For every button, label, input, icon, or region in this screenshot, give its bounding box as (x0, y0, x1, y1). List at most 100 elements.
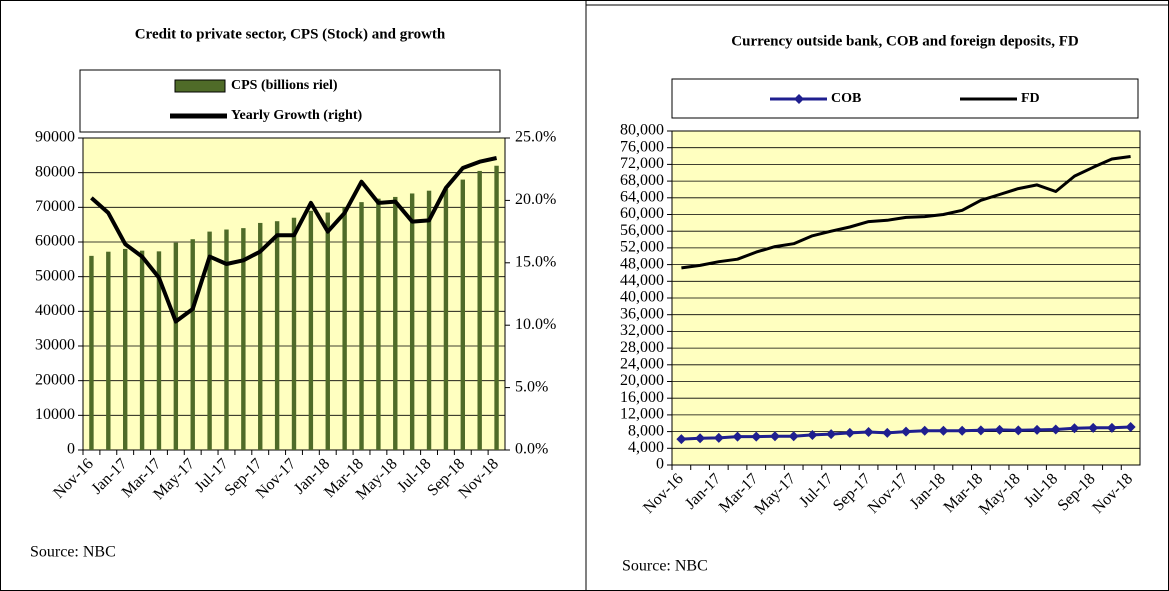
y-tick-label: 52,000 (620, 239, 664, 256)
y-tick-label: 70000 (35, 198, 75, 215)
x-tick-label: Nov-17 (865, 470, 912, 517)
bar (359, 202, 364, 450)
chart-title: Currency outside bank, COB and foreign d… (731, 33, 1079, 49)
legend-label: Yearly Growth (right) (231, 108, 362, 123)
y-tick-label: 40000 (35, 302, 75, 319)
bar (409, 193, 415, 450)
legend-swatch (174, 79, 226, 93)
y-tick-label: 20000 (35, 371, 75, 388)
bar (426, 190, 432, 450)
bar (477, 170, 482, 450)
bar (123, 248, 128, 450)
bar (139, 250, 145, 450)
bar (207, 231, 212, 450)
x-tick-label: May-18 (976, 470, 1024, 518)
bar (89, 255, 94, 450)
marker (882, 427, 893, 438)
y2-tick-label: 15.0% (515, 253, 556, 270)
marker (807, 429, 818, 440)
marker (901, 426, 911, 437)
y-tick-label: 44,000 (620, 272, 664, 289)
x-tick-label: May-17 (751, 470, 799, 518)
legend-label: CPS (billions riel) (231, 78, 338, 93)
bar (308, 210, 314, 450)
source-note: Source: NBC (622, 558, 708, 575)
x-tick-label: Jul-18 (1021, 470, 1061, 510)
y-tick-label: 28,000 (620, 339, 664, 356)
y-tick-label: 60000 (35, 233, 75, 250)
x-tick-label: Nov-16 (640, 470, 687, 517)
marker (919, 425, 930, 436)
bar (443, 188, 449, 450)
y-tick-label: 60,000 (620, 205, 664, 222)
bar (494, 165, 499, 450)
bar (241, 228, 246, 450)
y-tick-label: 64,000 (620, 188, 664, 205)
bar (224, 229, 229, 450)
y-tick-label: 10000 (35, 406, 75, 423)
marker (826, 429, 837, 440)
chart-title: Credit to private sector, CPS (Stock) an… (135, 26, 446, 42)
marker (1032, 424, 1043, 435)
line (681, 155, 1131, 270)
y-tick-label: 50000 (35, 267, 75, 284)
y-tick-label: 72,000 (620, 155, 664, 172)
bar (376, 198, 381, 450)
bar (460, 179, 465, 450)
marker (713, 432, 724, 443)
y-tick-label: 30000 (35, 337, 75, 354)
marker (676, 434, 687, 445)
marker (844, 427, 855, 438)
bar (325, 212, 330, 450)
bar (291, 217, 297, 450)
marker (957, 425, 968, 436)
marker (769, 431, 780, 442)
legend-label: FD (1021, 91, 1040, 106)
y-tick-label: 4,000 (628, 439, 664, 456)
x-tick-label: Nov-16 (50, 455, 97, 502)
y2-tick-label: 5.0% (515, 378, 548, 395)
marker (1069, 423, 1080, 434)
legend-box (79, 69, 501, 133)
y-tick-label: 12,000 (620, 406, 664, 423)
y-tick-label: 90000 (35, 129, 75, 146)
y2-tick-label: 20.0% (515, 191, 556, 208)
y-tick-label: 20,000 (620, 372, 664, 389)
marker (1106, 422, 1117, 433)
y-tick-label: 68,000 (620, 172, 664, 189)
marker (732, 431, 743, 442)
bar (190, 239, 195, 450)
bar (156, 251, 162, 450)
y-tick-label: 40,000 (620, 289, 664, 306)
y-tick-label: 32,000 (620, 322, 664, 339)
source-note: Source: NBC (30, 544, 116, 561)
y-tick-label: 8,000 (628, 422, 664, 439)
y-tick-label: 48,000 (620, 255, 664, 272)
legend-marker (794, 94, 804, 104)
y-tick-label: 80000 (35, 163, 75, 180)
marker (975, 425, 986, 436)
bar (342, 207, 347, 450)
line (90, 156, 498, 324)
y-tick-label: 0 (67, 441, 75, 458)
y-tick-label: 16,000 (620, 389, 664, 406)
y-tick-label: 24,000 (620, 355, 664, 372)
bar (274, 221, 280, 450)
legend-box (671, 78, 1139, 119)
y2-tick-label: 0.0% (515, 441, 548, 458)
y-tick-label: 76,000 (620, 138, 664, 155)
y-tick-label: 0 (656, 456, 664, 473)
marker (863, 427, 874, 438)
bar (258, 222, 263, 450)
bar (393, 196, 398, 450)
x-tick-label: Jul-17 (796, 470, 836, 510)
bar (106, 251, 111, 450)
marker (938, 425, 949, 436)
marker (1125, 422, 1136, 433)
y2-tick-label: 25.0% (515, 129, 556, 146)
x-tick-label: Nov-18 (1089, 470, 1136, 517)
y2-tick-label: 10.0% (515, 316, 556, 333)
y-tick-label: 56,000 (620, 222, 664, 239)
marker (1050, 424, 1061, 435)
